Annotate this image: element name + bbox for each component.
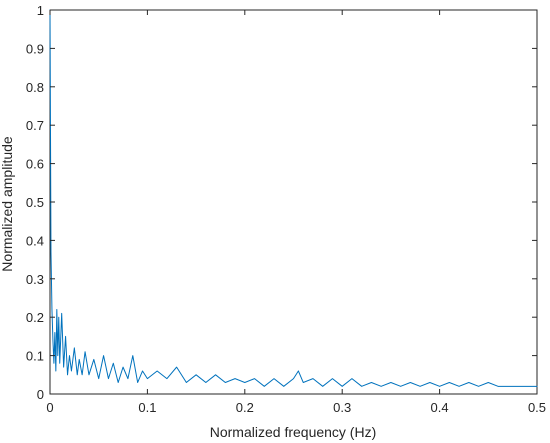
x-tick-label: 0.2: [236, 400, 254, 415]
x-axis-title: Normalized frequency (Hz): [210, 424, 377, 440]
y-tick-label: 0: [37, 387, 44, 402]
y-tick-label: 0.7: [26, 118, 44, 133]
x-tick-label: 0.1: [138, 400, 156, 415]
axes-box: [49, 9, 538, 395]
y-tick-label: 0.1: [26, 349, 44, 364]
y-tick-label: 1: [37, 3, 44, 18]
x-tick-label: 0.4: [431, 400, 449, 415]
plot-area: [49, 9, 538, 395]
x-axis-ticks: 0 0.1 0.2 0.3 0.4 0.5: [46, 10, 546, 415]
y-axis-ticks: 0 0.1 0.2 0.3 0.4 0.5 0.6 0.7 0.8 0.9 1: [26, 3, 537, 402]
x-tick-label: 0.5: [528, 400, 546, 415]
y-tick-label: 0.8: [26, 80, 44, 95]
y-tick-label: 0.3: [26, 272, 44, 287]
y-tick-label: 0.6: [26, 157, 44, 172]
series-layer: [49, 9, 538, 387]
x-tick-label: 0: [46, 400, 53, 415]
y-tick-label: 0.5: [26, 195, 44, 210]
x-tick-label: 0.3: [333, 400, 351, 415]
y-axis-title: Normalized amplitude: [0, 136, 15, 272]
series-line: [49, 9, 538, 387]
y-tick-label: 0.9: [26, 41, 44, 56]
y-tick-label: 0.2: [26, 310, 44, 325]
y-tick-label: 0.4: [26, 233, 44, 248]
